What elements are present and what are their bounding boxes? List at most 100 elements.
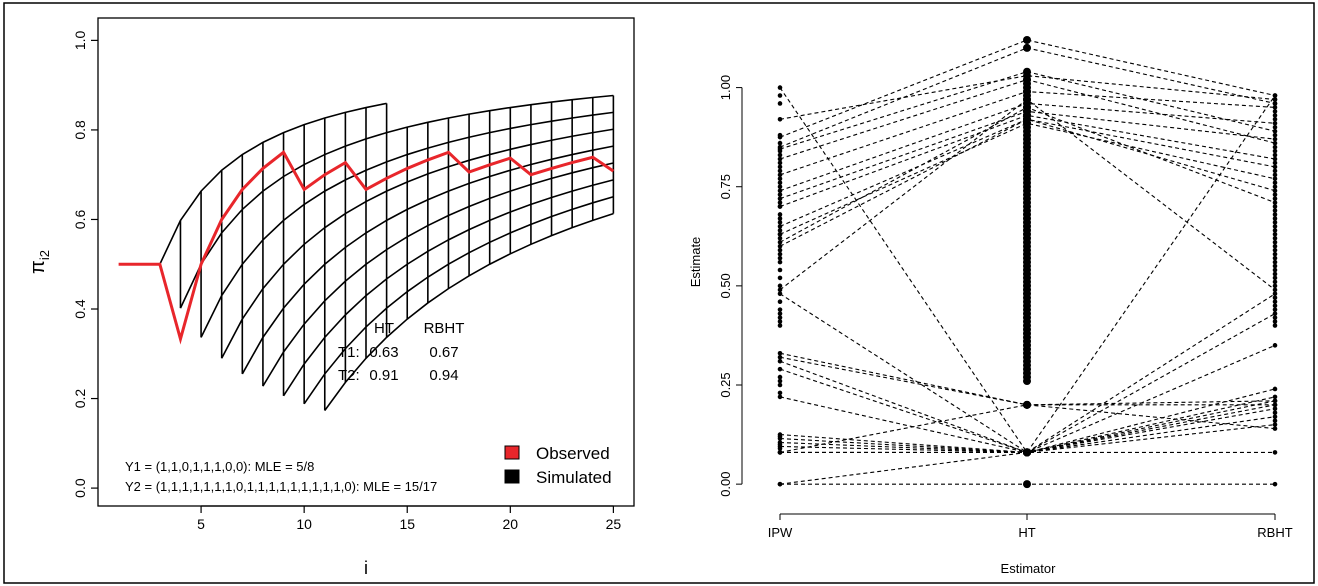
estimate-point	[777, 311, 783, 316]
estimate-point	[777, 394, 783, 400]
estimate-point	[1272, 224, 1278, 229]
estimate-point	[1272, 192, 1278, 197]
estimate-point	[1272, 386, 1278, 392]
estimate-point	[1272, 259, 1278, 265]
table-row-label: T2:	[338, 367, 360, 384]
estimate-point	[1272, 120, 1278, 126]
estimate-point	[1272, 228, 1278, 233]
estimate-point	[1272, 247, 1278, 253]
estimate-point	[777, 283, 783, 289]
estimate-point	[1023, 95, 1031, 104]
estimate-point	[777, 101, 783, 106]
estimate-point	[777, 180, 783, 186]
estimate-point	[1023, 480, 1031, 489]
estimate-point	[1272, 299, 1278, 305]
estimate-point	[777, 132, 783, 138]
estimate-point	[1272, 398, 1278, 404]
estimate-point	[777, 291, 783, 297]
estimate-point	[1272, 168, 1278, 174]
estimate-point	[1272, 200, 1278, 205]
estimate-point	[777, 323, 783, 328]
estimate-line	[779, 114, 1276, 208]
table-cell: 0.63	[369, 344, 398, 361]
estimate-point	[1272, 255, 1278, 261]
estimate-point	[1272, 216, 1278, 221]
estimate-point	[1272, 128, 1278, 134]
estimate-point	[777, 160, 783, 166]
y-tick-label: 0.50	[718, 273, 733, 298]
estimate-point	[777, 228, 783, 233]
legend-label-simulated: Simulated	[536, 468, 612, 487]
estimate-point	[777, 224, 783, 229]
estimate-point	[1272, 188, 1278, 193]
estimate-point	[1272, 295, 1278, 301]
x-tick-label: IPW	[768, 525, 793, 540]
estimate-point	[1272, 148, 1278, 154]
estimate-point	[777, 307, 783, 312]
estimate-point	[1272, 235, 1278, 241]
estimate-point	[1272, 144, 1278, 150]
table-cell: 0.91	[369, 367, 398, 384]
estimate-point	[1272, 105, 1278, 110]
estimate-point	[777, 374, 783, 380]
estimate-point	[777, 164, 783, 170]
estimate-point	[1272, 176, 1278, 182]
y-tick-label: 0.75	[718, 174, 733, 199]
estimate-point	[777, 156, 783, 162]
estimate-point	[777, 204, 783, 209]
legend-swatch-simulated	[504, 469, 520, 484]
estimate-point	[1272, 184, 1278, 190]
estimate-point	[1023, 43, 1031, 52]
estimate-point	[777, 212, 783, 217]
estimate-point	[777, 188, 783, 193]
estimate-point	[777, 93, 783, 98]
left-panel: 5 10 15 20 25 0.0 0.2 0.4 0.6 0.8 1.0 i πi2 HT RBH…	[27, 17, 635, 578]
y-label-subscript: i2	[37, 250, 52, 260]
estimate-point	[1272, 117, 1278, 122]
estimate-point	[777, 259, 783, 265]
estimate-point	[1272, 422, 1278, 427]
estimate-point	[1272, 93, 1278, 98]
table-cell: 0.94	[429, 367, 458, 384]
estimate-point	[777, 319, 783, 324]
estimate-point	[1272, 402, 1278, 408]
observed-line	[118, 150, 615, 345]
estimate-point	[777, 299, 783, 305]
y-tick-label: 0.0	[72, 478, 88, 498]
estimate-point	[777, 481, 783, 487]
estimate-point	[1272, 180, 1278, 186]
estimate-point	[777, 184, 783, 190]
estimate-point	[777, 140, 783, 146]
observed-series	[118, 150, 615, 345]
legend-swatch-observed	[504, 445, 520, 460]
x-tick-label: 20	[503, 516, 519, 532]
estimate-point	[777, 315, 783, 320]
estimate-point	[1272, 196, 1278, 201]
x-tick-label: 15	[399, 516, 415, 532]
estimate-point	[777, 192, 783, 197]
estimate-point	[1272, 283, 1278, 289]
left-x-axis-label: i	[364, 558, 368, 578]
estimate-point	[1272, 156, 1278, 162]
estimate-point	[777, 267, 783, 273]
x-tick-label: RBHT	[1257, 525, 1292, 540]
estimate-point	[777, 216, 783, 221]
estimate-point	[777, 152, 783, 158]
right-x-axis-label: Estimator	[1001, 561, 1057, 576]
y-tick-label: 0.8	[72, 120, 88, 140]
estimate-point	[1272, 303, 1278, 308]
estimate-point	[1272, 323, 1278, 328]
estimate-point	[1272, 136, 1278, 142]
estimate-point	[1272, 394, 1278, 400]
estimate-point	[777, 168, 783, 174]
estimate-point	[777, 235, 783, 241]
estimate-point	[1272, 406, 1278, 412]
estimate-line	[779, 451, 1275, 485]
estimate-point	[1272, 232, 1278, 237]
estimate-point	[1272, 414, 1278, 420]
note-y1: Y1 = (1,1,0,1,1,1,0,0): MLE = 5/8	[125, 459, 314, 474]
estimate-point	[1272, 287, 1278, 293]
estimate-point	[777, 239, 783, 245]
estimate-point	[777, 378, 783, 384]
